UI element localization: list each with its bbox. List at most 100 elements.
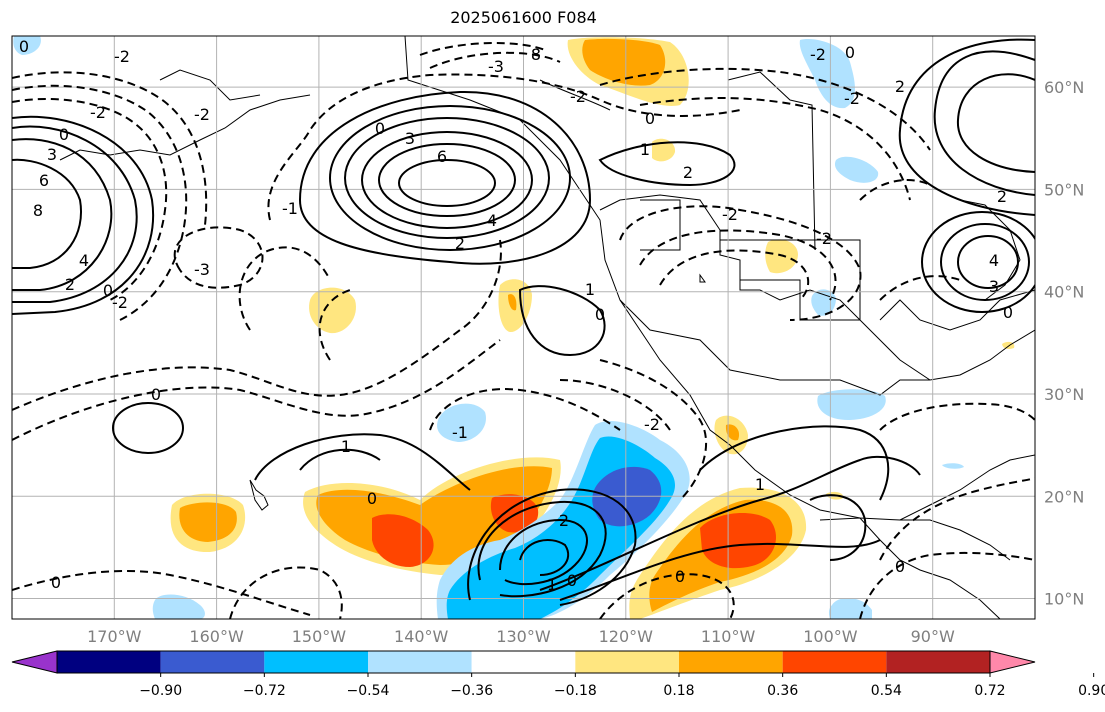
contour-label: 2	[559, 511, 569, 530]
lon-tick-label: 160°W	[189, 627, 244, 646]
contour-label: -2	[114, 47, 130, 66]
contour-line	[298, 90, 592, 265]
contour-label: -2	[644, 415, 660, 434]
contour-label: -2	[194, 105, 210, 124]
contour-line	[639, 97, 911, 201]
contour-line	[859, 551, 1035, 619]
colorbar-tick-label: 0.72	[974, 683, 1005, 699]
contour-label: 0	[19, 37, 29, 56]
contour-line	[539, 455, 921, 591]
contour-line	[267, 73, 741, 221]
contour-label: 6	[437, 147, 447, 166]
colorbar-tick-label: 0.90	[1078, 683, 1105, 699]
anomaly-fill	[725, 424, 740, 441]
contour-label: -2	[722, 205, 738, 224]
colorbar-tick-label: 0.18	[663, 683, 694, 699]
contour-line	[559, 539, 881, 601]
contour-label: -2	[816, 229, 832, 248]
colorbar-segment	[679, 651, 783, 673]
contour-label: 2	[997, 187, 1007, 206]
contour-line	[12, 115, 155, 315]
contour-label: 4	[989, 251, 999, 270]
contour-label: 0	[59, 125, 69, 144]
colorbar-tick-label: −0.18	[554, 683, 597, 699]
contours	[12, 38, 1035, 606]
contour-line	[639, 229, 837, 301]
colorbar-frame	[56, 650, 991, 674]
contour-label: 0	[151, 385, 161, 404]
contour-line	[12, 239, 502, 411]
colorbar-tick-label: −0.54	[347, 683, 390, 699]
contour-line	[879, 477, 1035, 561]
lon-tick-label: 90°W	[911, 627, 955, 646]
coastlines	[59, 36, 1035, 619]
colorbar-extend-low	[11, 650, 58, 674]
colorbar-segment	[368, 651, 472, 673]
contour-line	[112, 402, 184, 454]
contour-line	[429, 51, 561, 69]
contour-line	[173, 226, 264, 289]
anomaly-fill	[799, 39, 855, 109]
contour-line	[419, 42, 546, 56]
lat-tick-label: 30°N	[1044, 385, 1084, 404]
contour-line	[898, 38, 1035, 216]
lon-tick-label: 170°W	[87, 627, 142, 646]
contour-line	[229, 566, 343, 619]
contour-line	[398, 159, 496, 207]
lat-tick-labels: 60°N 50°N 40°N 30°N 20°N 10°N	[1044, 78, 1084, 608]
lon-tick-labels: 170°W 160°W 150°W 140°W 130°W 120°W 110°W 100°W…	[87, 627, 955, 646]
contour-line	[299, 448, 381, 471]
contour-line	[809, 494, 867, 561]
contour-line	[12, 98, 168, 301]
anomaly-fill	[834, 156, 879, 183]
colorbar-segment	[575, 651, 679, 673]
contour-line	[518, 285, 606, 357]
gridlines	[12, 36, 1035, 619]
contour-label: 1	[640, 140, 650, 159]
lat-tick-label: 50°N	[1044, 180, 1084, 199]
lat-tick-label: 10°N	[1044, 590, 1084, 609]
contour-label: 2	[455, 234, 465, 253]
contour-label: 2	[65, 275, 75, 294]
contour-label: -2	[844, 89, 860, 108]
colorbar-tick-label: −0.36	[450, 683, 493, 699]
lon-tick-label: 140°W	[394, 627, 449, 646]
contour-label: 4	[79, 251, 89, 270]
contour-line	[940, 223, 1030, 301]
lon-tick-label: 130°W	[496, 627, 551, 646]
contours-dashed	[12, 42, 1035, 619]
contour-line	[933, 50, 1035, 196]
lat-tick-label: 20°N	[1044, 487, 1084, 506]
contour-labels: 6 4 3 2 0 8 6 3 4 2 0 -2 -3 -3 -2 0 1 2 …	[19, 37, 1013, 594]
anomaly-fill	[817, 389, 886, 420]
lon-tick-label: 150°W	[292, 627, 347, 646]
contour-line	[12, 138, 113, 291]
contour-label: 1	[585, 280, 595, 299]
contour-line	[956, 73, 1035, 173]
colorbar-extend-high	[989, 650, 1036, 674]
contour-label: 2	[895, 77, 905, 96]
map-frame	[11, 35, 1036, 620]
anomaly-fill	[582, 38, 666, 86]
lon-tick-label: 100°W	[803, 627, 858, 646]
contour-label: 2	[683, 163, 693, 182]
contour-line	[361, 131, 533, 229]
contour-line	[238, 246, 331, 331]
colorbar-tick-label: 0.54	[871, 683, 902, 699]
contour-line	[699, 425, 890, 501]
contour-line	[659, 249, 810, 301]
contour-label: -1	[282, 199, 298, 218]
contour-line	[12, 125, 138, 303]
contour-label: 0	[895, 557, 905, 576]
contour-label: 1	[755, 475, 765, 494]
anomaly-fill	[811, 289, 836, 316]
lat-tick-label: 40°N	[1044, 283, 1084, 302]
contour-line	[378, 143, 516, 217]
contour-label: 3	[989, 277, 999, 296]
anomaly-fill	[372, 514, 434, 567]
lon-tick-label: 110°W	[701, 627, 756, 646]
contour-label: 0	[675, 567, 685, 586]
contour-line	[499, 518, 588, 586]
contour-label: 0	[375, 119, 385, 138]
